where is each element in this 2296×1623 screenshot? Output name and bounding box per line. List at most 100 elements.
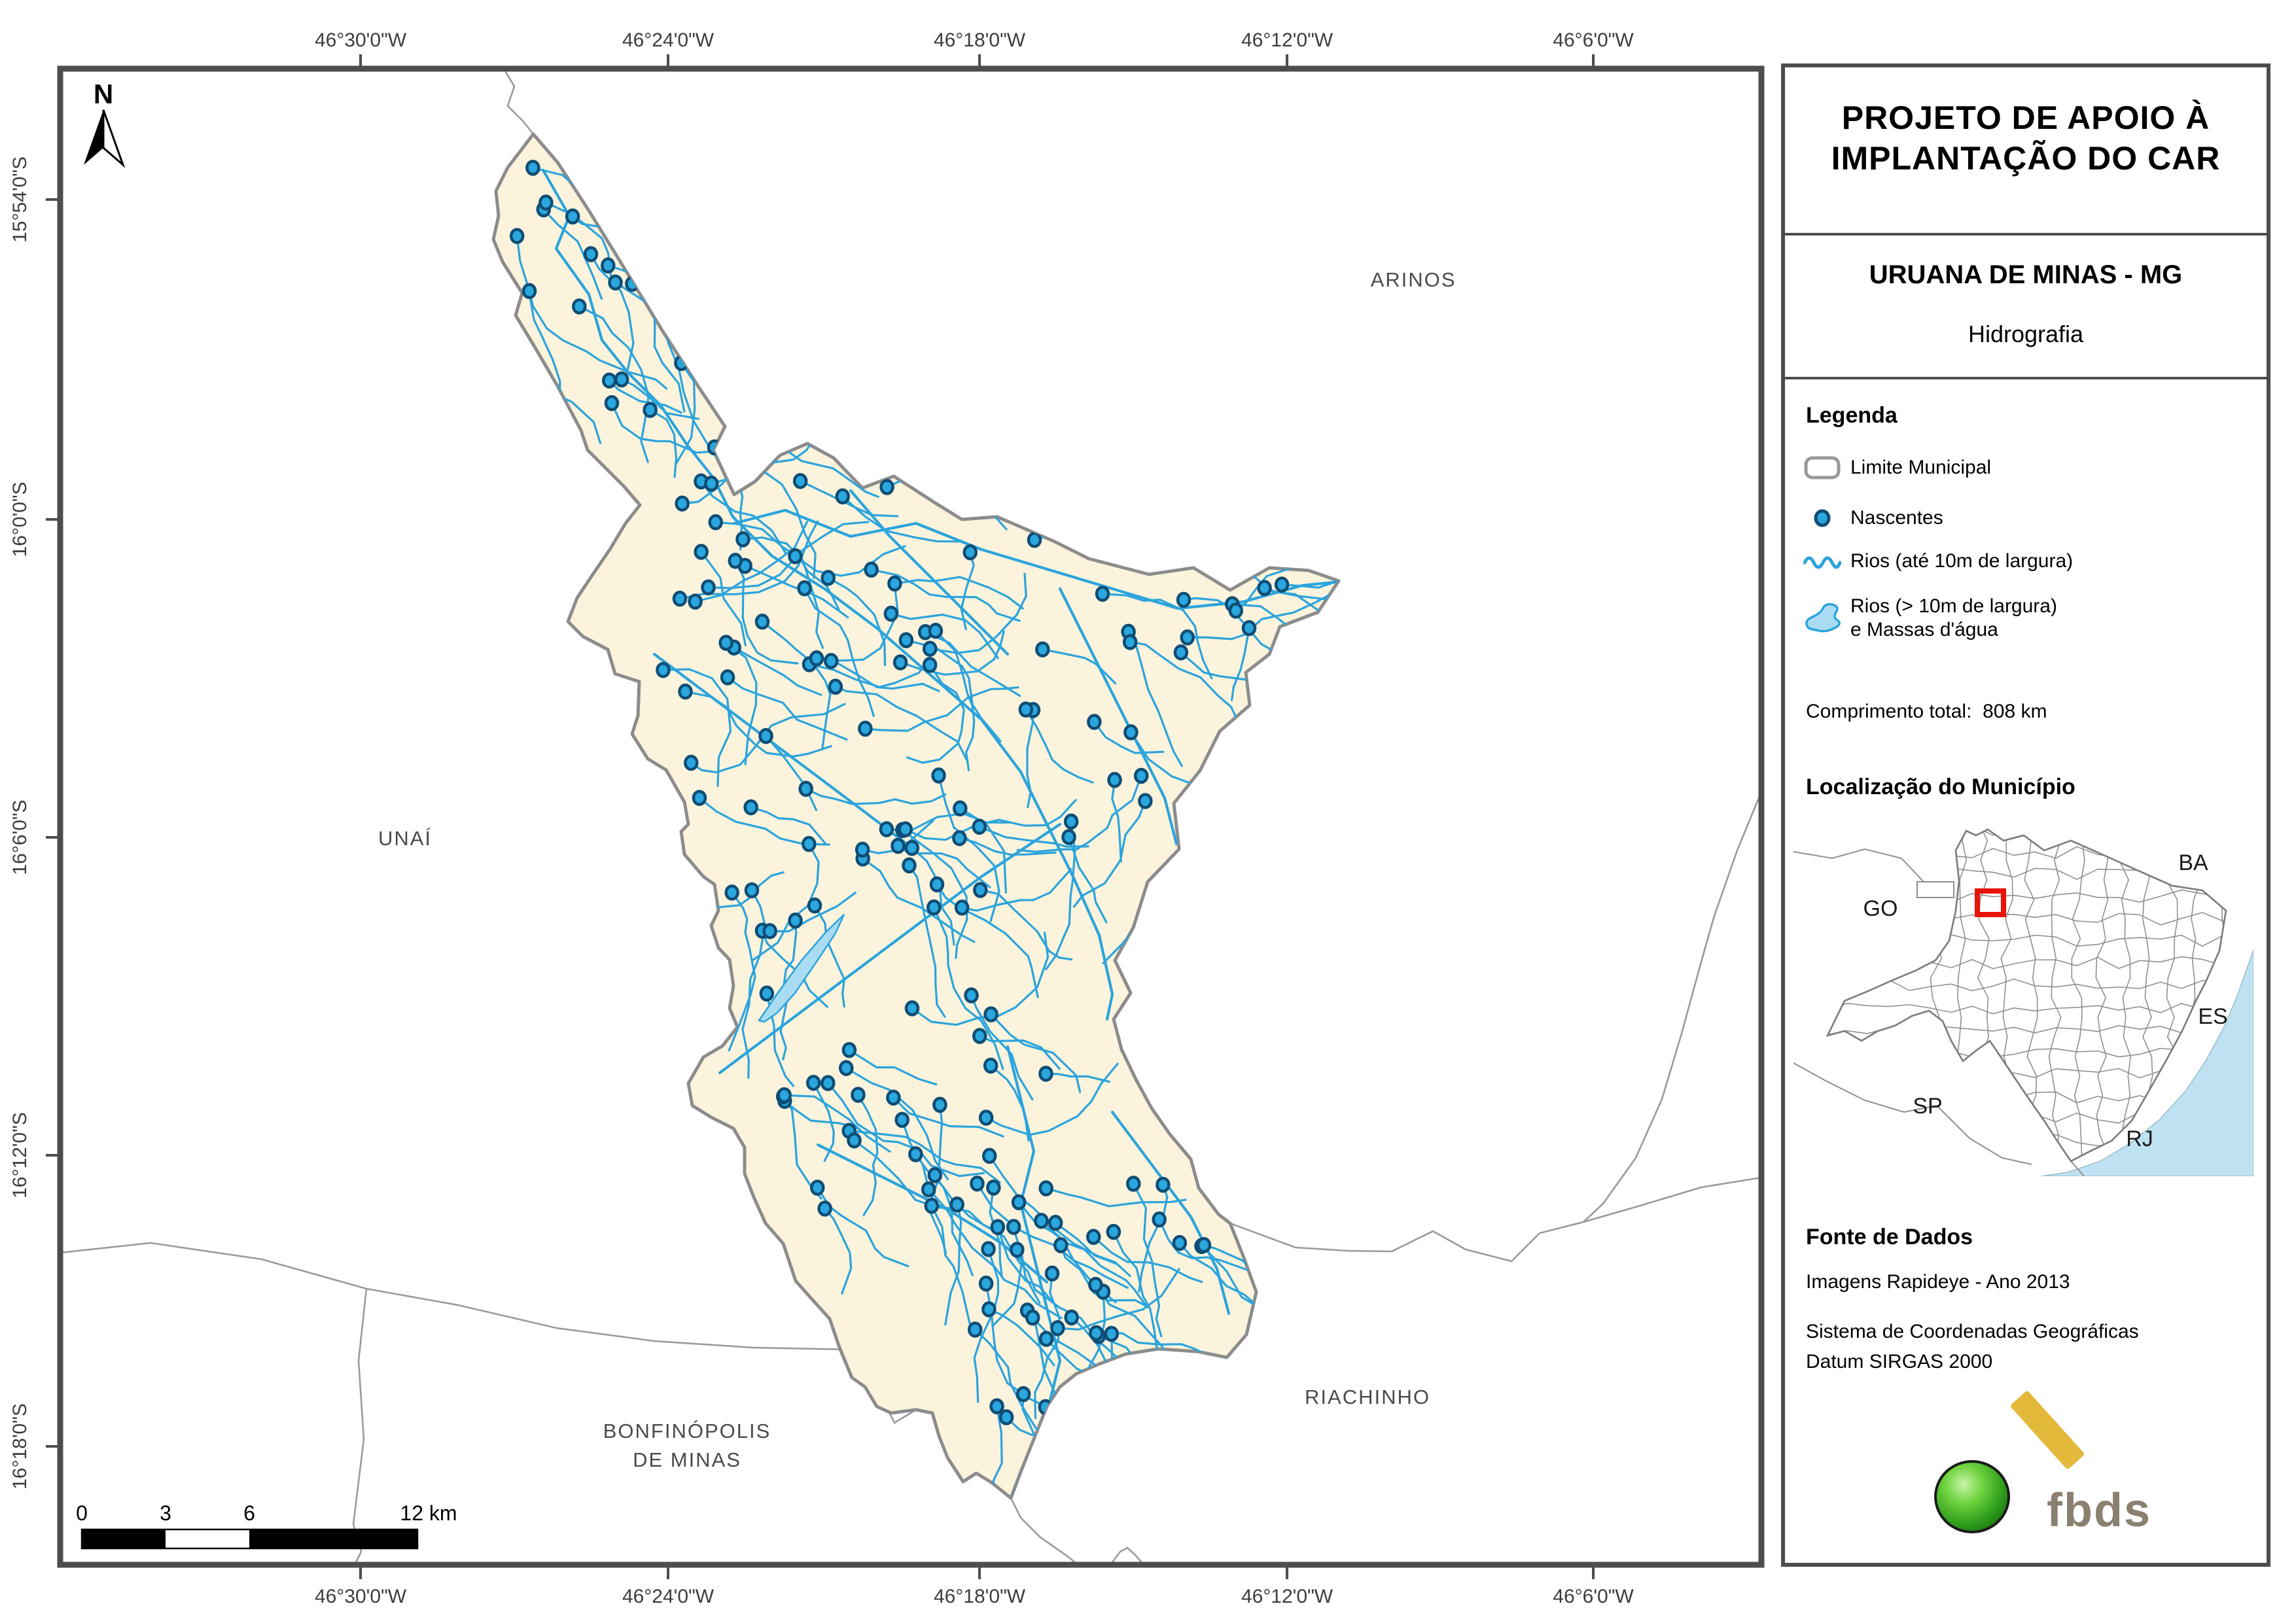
river-line (848, 1049, 938, 1086)
spring-dot (643, 402, 658, 418)
spring-dot (672, 590, 688, 607)
spring-dot (1038, 1066, 1053, 1082)
river-line (649, 409, 678, 478)
spring-dot (1027, 532, 1042, 548)
spring-dot (572, 298, 587, 315)
river-line (1054, 1221, 1131, 1278)
river-line (783, 1094, 861, 1132)
scale-bar: 0 3 6 12 km (76, 1501, 457, 1550)
municipal-boundary-line (1583, 795, 1759, 1223)
river-line (769, 892, 857, 933)
scale-bar-label: 3 (160, 1501, 171, 1525)
spring-dot (1038, 1331, 1054, 1347)
spring-dot (839, 1060, 854, 1076)
neighbor-municipality-label: DE MINAS (633, 1448, 741, 1471)
river-line (934, 629, 976, 771)
longitude-label-top: 46°24'0"W (622, 29, 715, 51)
state-label: BA (2178, 850, 2208, 875)
river-line (834, 686, 969, 763)
spring-dot (604, 394, 620, 411)
river-line (731, 515, 1114, 1021)
river-line (813, 904, 845, 1008)
spring-dot (1122, 634, 1138, 650)
spring-dot (1156, 1176, 1171, 1193)
spring-dot (1016, 1386, 1031, 1403)
river-line (528, 290, 668, 390)
spring-dot (932, 1096, 947, 1113)
spring-dot (1107, 772, 1122, 788)
river-line (675, 362, 696, 464)
municipal-boundary-line (1229, 1177, 1759, 1263)
spring-dot (970, 1176, 985, 1192)
river-line (726, 676, 848, 741)
spring-dot-icon (1814, 509, 1831, 527)
panel-divider (1785, 233, 2267, 236)
spring-dot (1196, 1237, 1212, 1253)
legend-item-rios-largos: Rios (> 10m de largura) e Massas d'água (1803, 594, 2057, 642)
latitude-label: 16°6'0"S (9, 799, 31, 875)
spring-dot (601, 257, 616, 274)
spring-dot (952, 829, 967, 846)
spring-dot (922, 640, 938, 657)
inset-content: GO BA ES SP RJ (1793, 828, 2253, 1176)
longitude-label-bottom: 46°6'0"W (1553, 1586, 1634, 1607)
river-line (610, 402, 724, 454)
river-line (1067, 836, 1108, 924)
minas-gerais-polygon (1826, 828, 2227, 1162)
map-frame (57, 65, 1765, 1568)
river-line (911, 846, 955, 946)
river-line (1129, 640, 1246, 738)
spring-dot (1053, 1237, 1069, 1253)
spring-dot (1089, 1325, 1104, 1342)
spring-dot (762, 923, 777, 939)
spring-dot (1228, 602, 1244, 619)
river-line (761, 930, 829, 1008)
springs-layer (509, 158, 1335, 1467)
river-line (924, 631, 1021, 697)
river-line (827, 576, 887, 667)
river-line (590, 253, 635, 385)
river-line (812, 1081, 835, 1162)
river-line (973, 1248, 1000, 1403)
spring-dot (1152, 1211, 1167, 1228)
spring-dot (1123, 724, 1139, 741)
latitude-label: 16°18'0"S (9, 1403, 31, 1490)
spring-dot (924, 1197, 940, 1214)
spring-dot (797, 580, 812, 597)
north-arrow-label: N (94, 79, 113, 109)
river-line (516, 235, 561, 396)
data-source-line: Imagens Rapideye - Ano 2013 (1806, 1271, 2070, 1293)
municipality-locator-square (1975, 888, 2006, 917)
spring-dot (978, 1275, 994, 1292)
spring-dot (972, 818, 987, 835)
river-line (1025, 708, 1094, 784)
river-line (694, 521, 809, 603)
spring-dot (521, 283, 537, 300)
spring-dot (720, 669, 735, 686)
spring-dot (675, 495, 690, 512)
spring-dot (990, 1219, 1006, 1236)
spring-dot (678, 683, 693, 700)
spring-dot (744, 882, 760, 899)
spring-dot (981, 1147, 997, 1164)
river-line (805, 788, 947, 805)
spring-dot (928, 623, 944, 639)
spring-dot (1087, 714, 1102, 730)
spring-dot (701, 579, 716, 596)
data-source-heading: Fonte de Dados (1806, 1225, 1973, 1249)
river-line (990, 1013, 1082, 1093)
spring-dot (692, 790, 707, 806)
spring-dot (983, 1057, 998, 1074)
river-line (960, 551, 975, 631)
river-line (857, 1093, 879, 1216)
river-line (1072, 799, 1146, 908)
spring-dot (908, 1146, 923, 1162)
river-line (989, 1064, 1030, 1142)
longitude-label-bottom: 46°30'0"W (315, 1586, 407, 1607)
spring-dot (986, 1179, 1001, 1196)
fbds-logo-text: fbds (2047, 1484, 2151, 1537)
river-line (764, 735, 818, 811)
spring-dot (841, 1041, 857, 1058)
